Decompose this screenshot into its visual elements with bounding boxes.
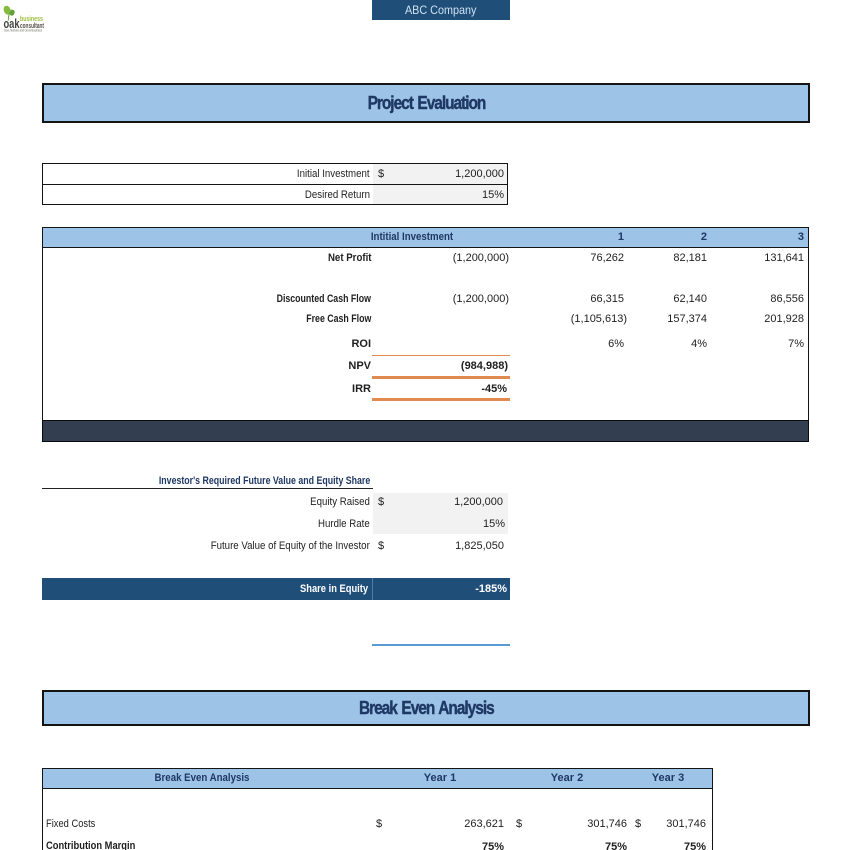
svg-text:Sow, Nurture and Grow Business: Sow, Nurture and Grow Business (4, 29, 42, 33)
svg-text:business: business (20, 14, 43, 23)
svg-text:consultant: consultant (20, 21, 44, 30)
svg-text:oak: oak (4, 17, 20, 31)
